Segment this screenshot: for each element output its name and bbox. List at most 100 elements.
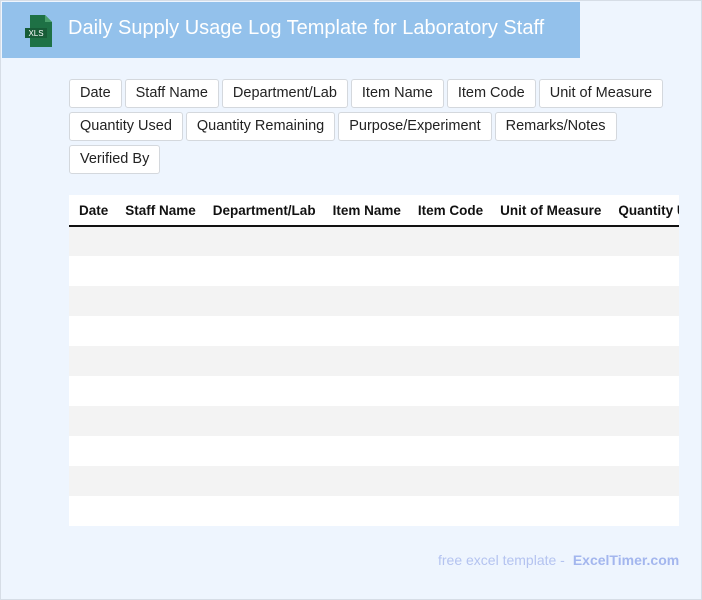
- table-cell[interactable]: [323, 436, 408, 466]
- table-cell[interactable]: [608, 436, 679, 466]
- footer: free excel template - ExcelTimer.com: [438, 552, 679, 568]
- table-cell[interactable]: [407, 346, 491, 376]
- table-cell[interactable]: [407, 466, 491, 496]
- field-chip[interactable]: Item Name: [350, 79, 444, 108]
- table-cell[interactable]: [608, 316, 679, 346]
- table-cell[interactable]: [490, 316, 608, 346]
- table-cell[interactable]: [608, 406, 679, 436]
- table-cell[interactable]: [608, 256, 679, 286]
- table-cell[interactable]: [608, 286, 679, 316]
- table-cell[interactable]: [115, 286, 203, 316]
- table-cell[interactable]: [323, 496, 408, 526]
- table-cell[interactable]: [408, 256, 490, 286]
- field-chip[interactable]: Department/Lab: [221, 79, 348, 108]
- table-cell[interactable]: [203, 436, 323, 466]
- column-header: Staff Name: [115, 195, 203, 227]
- table-cell[interactable]: [115, 496, 203, 526]
- column-header: Date: [69, 195, 116, 227]
- table-cell[interactable]: [202, 346, 323, 376]
- table-cell[interactable]: [408, 496, 490, 526]
- table-row: [69, 316, 679, 346]
- table-cell[interactable]: [115, 436, 203, 466]
- table-cell[interactable]: [69, 256, 115, 286]
- table-cell[interactable]: [115, 226, 203, 256]
- brand-link[interactable]: ExcelTimer.com: [572, 552, 680, 568]
- table-cell[interactable]: [202, 466, 323, 496]
- title-banner: XLS Daily Supply Usage Log Template for …: [2, 2, 580, 58]
- table-cell[interactable]: [115, 376, 203, 406]
- table-cell[interactable]: [115, 466, 203, 496]
- table-row: [69, 436, 679, 466]
- table-cell[interactable]: [322, 466, 408, 496]
- table-cell[interactable]: [69, 316, 115, 346]
- table-row: [69, 346, 679, 376]
- table-cell[interactable]: [69, 376, 115, 406]
- table-cell[interactable]: [408, 376, 490, 406]
- table-cell[interactable]: [322, 226, 408, 256]
- table-cell[interactable]: [608, 496, 679, 526]
- table-row: [69, 226, 679, 256]
- table-cell[interactable]: [203, 496, 323, 526]
- table-cell[interactable]: [407, 286, 491, 316]
- field-chip[interactable]: Unit of Measure: [538, 79, 664, 108]
- field-chip[interactable]: Item Code: [446, 79, 536, 108]
- table-cell[interactable]: [407, 406, 491, 436]
- table-cell[interactable]: [490, 226, 609, 256]
- table-cell[interactable]: [608, 466, 679, 496]
- table-row: [69, 406, 679, 436]
- xls-file-icon: XLS: [25, 15, 52, 47]
- table-cell[interactable]: [490, 466, 609, 496]
- table-cell[interactable]: [407, 226, 491, 256]
- table-cell[interactable]: [203, 376, 323, 406]
- table-cell[interactable]: [490, 346, 609, 376]
- field-list: Date Staff Name Department/Lab Item Name Ite…: [69, 79, 681, 174]
- field-chip[interactable]: Verified By: [69, 145, 161, 174]
- table-cell[interactable]: [115, 316, 203, 346]
- table-cell[interactable]: [608, 226, 679, 256]
- column-header: Quantity Used: [608, 195, 679, 227]
- log-table[interactable]: Date Staff Name Department/Lab Item Name Ite…: [69, 195, 679, 526]
- table-cell[interactable]: [202, 406, 323, 436]
- table-cell[interactable]: [115, 346, 203, 376]
- table-cell[interactable]: [203, 316, 323, 346]
- table-cell[interactable]: [323, 376, 408, 406]
- field-chip[interactable]: Remarks/Notes: [494, 112, 617, 141]
- table-cell[interactable]: [202, 226, 323, 256]
- table-cell[interactable]: [69, 496, 115, 526]
- table-cell[interactable]: [322, 346, 408, 376]
- field-chip[interactable]: Quantity Used: [69, 112, 183, 141]
- table-cell[interactable]: [490, 376, 608, 406]
- table-cell[interactable]: [322, 286, 408, 316]
- field-chip[interactable]: Date: [69, 79, 122, 108]
- table-cell[interactable]: [490, 436, 608, 466]
- column-header: Item Name: [322, 195, 408, 227]
- table-cell[interactable]: [115, 256, 203, 286]
- table-cell[interactable]: [115, 406, 203, 436]
- table-cell[interactable]: [608, 346, 679, 376]
- table-cell[interactable]: [69, 346, 116, 376]
- table-cell[interactable]: [69, 286, 116, 316]
- table-cell[interactable]: [490, 406, 609, 436]
- table-cell[interactable]: [323, 316, 408, 346]
- table-cell[interactable]: [490, 286, 609, 316]
- field-chip[interactable]: Quantity Remaining: [185, 112, 336, 141]
- table-cell[interactable]: [408, 436, 490, 466]
- table-cell[interactable]: [608, 376, 679, 406]
- table-cell[interactable]: [69, 466, 116, 496]
- column-header: Unit of Measure: [490, 195, 609, 227]
- field-chip[interactable]: Staff Name: [124, 79, 219, 108]
- table-cell[interactable]: [408, 316, 490, 346]
- table-cell[interactable]: [490, 256, 608, 286]
- field-chip[interactable]: Purpose/Experiment: [338, 112, 492, 141]
- table-cell[interactable]: [202, 286, 323, 316]
- table-cell[interactable]: [323, 256, 408, 286]
- table-cell[interactable]: [203, 256, 323, 286]
- table-cell[interactable]: [69, 226, 116, 256]
- footer-text: free excel template -: [438, 552, 565, 568]
- table-cell[interactable]: [69, 406, 116, 436]
- table-cell[interactable]: [69, 436, 115, 466]
- table-row: [69, 496, 679, 526]
- table-cell[interactable]: [490, 496, 608, 526]
- page-title: Daily Supply Usage Log Template for Labo…: [68, 17, 545, 39]
- table-cell[interactable]: [322, 406, 408, 436]
